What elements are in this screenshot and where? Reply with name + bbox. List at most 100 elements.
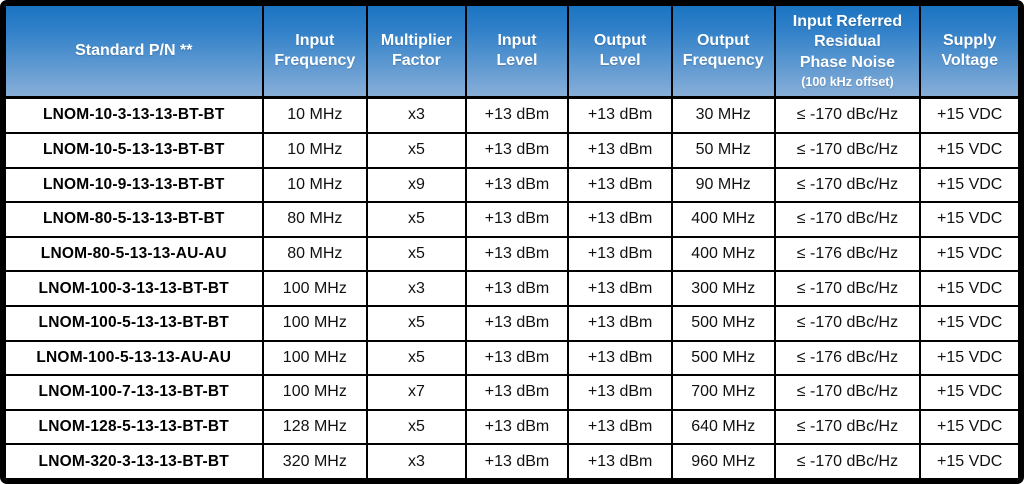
cell-output-level: +13 dBm	[567, 443, 673, 480]
col-header-standard-pn: Standard P/N **	[4, 4, 264, 99]
cell-multiplier-factor: x5	[366, 304, 467, 342]
cell-output-frequency: 700 MHz	[670, 374, 776, 411]
cell-standard-pn: LNOM-10-9-13-13-BT-BT	[4, 166, 264, 204]
cell-standard-pn: LNOM-80-5-13-13-AU-AU	[4, 235, 264, 273]
cell-standard-pn: LNOM-100-5-13-13-AU-AU	[4, 339, 264, 377]
cell-standard-pn: LNOM-80-5-13-13-BT-BT	[4, 201, 264, 238]
table-row: LNOM-10-5-13-13-BT-BT 10 MHz x5 +13 dBm +13 …	[4, 131, 1020, 169]
cell-input-level: +13 dBm	[464, 304, 570, 342]
col-header-output-frequency: Output Frequency	[670, 4, 776, 99]
cell-supply-voltage: +15 VDC	[919, 235, 1020, 273]
cell-input-frequency: 100 MHz	[261, 304, 369, 342]
header-label: Supply	[943, 31, 997, 49]
col-header-multiplier-factor: Multiplier Factor	[366, 4, 467, 99]
cell-standard-pn: LNOM-100-7-13-13-BT-BT	[4, 374, 264, 411]
cell-multiplier-factor: x7	[366, 374, 467, 411]
cell-standard-pn: LNOM-10-3-13-13-BT-BT	[4, 96, 264, 134]
cell-phase-noise: ≤ -176 dBc/Hz	[773, 235, 922, 273]
header-label: Factor	[391, 52, 441, 69]
cell-phase-noise: ≤ -170 dBc/Hz	[773, 443, 922, 480]
cell-input-frequency: 10 MHz	[261, 96, 369, 134]
cell-phase-noise: ≤ -170 dBc/Hz	[773, 131, 922, 169]
cell-output-frequency: 400 MHz	[670, 235, 776, 273]
cell-input-level: +13 dBm	[464, 339, 570, 377]
cell-input-frequency: 100 MHz	[261, 270, 369, 307]
table-row: LNOM-10-9-13-13-BT-BT 10 MHz x9 +13 dBm +13 …	[4, 166, 1020, 204]
cell-input-level: +13 dBm	[464, 374, 570, 411]
cell-input-level: +13 dBm	[464, 166, 570, 204]
table-row: LNOM-100-5-13-13-AU-AU 100 MHz x5 +13 dBm +1…	[4, 339, 1020, 377]
cell-output-level: +13 dBm	[567, 270, 673, 307]
header-label: Output	[593, 31, 647, 49]
cell-input-frequency: 100 MHz	[261, 374, 369, 411]
cell-multiplier-factor: x5	[366, 131, 467, 169]
table-row: LNOM-100-3-13-13-BT-BT 100 MHz x3 +13 dBm +1…	[4, 270, 1020, 307]
cell-output-frequency: 640 MHz	[670, 408, 776, 446]
cell-phase-noise: ≤ -170 dBc/Hz	[773, 270, 922, 307]
header-label: Standard P/N **	[75, 41, 193, 59]
col-header-input-level: Input Level	[464, 4, 570, 99]
cell-output-frequency: 50 MHz	[670, 131, 776, 169]
table-row: LNOM-80-5-13-13-AU-AU 80 MHz x5 +13 dBm +13 …	[4, 235, 1020, 273]
cell-supply-voltage: +15 VDC	[919, 131, 1020, 169]
header-sublabel: (100 kHz offset)	[801, 75, 894, 90]
cell-supply-voltage: +15 VDC	[919, 443, 1020, 480]
cell-output-level: +13 dBm	[567, 201, 673, 238]
spec-table-body: LNOM-10-3-13-13-BT-BT 10 MHz x3 +13 dBm +13 …	[4, 96, 1020, 480]
table-row: LNOM-100-7-13-13-BT-BT 100 MHz x7 +13 dBm +1…	[4, 374, 1020, 411]
cell-output-level: +13 dBm	[567, 374, 673, 411]
cell-standard-pn: LNOM-128-5-13-13-BT-BT	[4, 408, 264, 446]
cell-phase-noise: ≤ -170 dBc/Hz	[773, 96, 922, 134]
table-row: LNOM-128-5-13-13-BT-BT 128 MHz x5 +13 dBm +1…	[4, 408, 1020, 446]
cell-phase-noise: ≤ -176 dBc/Hz	[773, 339, 922, 377]
header-label: Input Referred	[792, 12, 903, 30]
cell-output-frequency: 500 MHz	[670, 339, 776, 377]
col-header-input-frequency: Input Frequency	[261, 4, 369, 99]
cell-input-frequency: 128 MHz	[261, 408, 369, 446]
cell-multiplier-factor: x5	[366, 339, 467, 377]
cell-input-level: +13 dBm	[464, 131, 570, 169]
cell-input-level: +13 dBm	[464, 270, 570, 307]
table-row: LNOM-10-3-13-13-BT-BT 10 MHz x3 +13 dBm +13 …	[4, 96, 1020, 134]
header-label: Residual	[814, 33, 881, 51]
spec-table: Standard P/N ** Input Frequency Multipli…	[4, 4, 1020, 480]
header-label: Multiplier	[380, 31, 452, 49]
cell-output-frequency: 400 MHz	[670, 201, 776, 238]
table-row: LNOM-320-3-13-13-BT-BT 320 MHz x3 +13 dBm +1…	[4, 443, 1020, 480]
cell-standard-pn: LNOM-100-3-13-13-BT-BT	[4, 270, 264, 307]
cell-multiplier-factor: x5	[366, 201, 467, 238]
header-label: Phase Noise	[799, 53, 895, 71]
cell-output-level: +13 dBm	[567, 235, 673, 273]
header-label: Frequency	[682, 52, 764, 69]
cell-multiplier-factor: x9	[366, 166, 467, 204]
cell-supply-voltage: +15 VDC	[919, 270, 1020, 307]
cell-input-frequency: 10 MHz	[261, 131, 369, 169]
cell-supply-voltage: +15 VDC	[919, 304, 1020, 342]
cell-multiplier-factor: x5	[366, 408, 467, 446]
cell-supply-voltage: +15 VDC	[919, 408, 1020, 446]
cell-input-frequency: 10 MHz	[261, 166, 369, 204]
header-label: Level	[496, 52, 538, 69]
header-label: Voltage	[941, 52, 998, 69]
cell-supply-voltage: +15 VDC	[919, 166, 1020, 204]
cell-output-level: +13 dBm	[567, 339, 673, 377]
cell-output-level: +13 dBm	[567, 304, 673, 342]
cell-input-frequency: 100 MHz	[261, 339, 369, 377]
cell-standard-pn: LNOM-10-5-13-13-BT-BT	[4, 131, 264, 169]
table-row: LNOM-80-5-13-13-BT-BT 80 MHz x5 +13 dBm +13 …	[4, 201, 1020, 238]
cell-input-level: +13 dBm	[464, 443, 570, 480]
cell-output-frequency: 90 MHz	[670, 166, 776, 204]
cell-standard-pn: LNOM-320-3-13-13-BT-BT	[4, 443, 264, 480]
header-label: Input	[295, 31, 335, 49]
cell-multiplier-factor: x3	[366, 96, 467, 134]
header-label: Output	[696, 31, 750, 49]
header-label: Frequency	[274, 52, 356, 69]
header-row: Standard P/N ** Input Frequency Multipli…	[4, 4, 1020, 99]
cell-output-level: +13 dBm	[567, 131, 673, 169]
cell-phase-noise: ≤ -170 dBc/Hz	[773, 304, 922, 342]
col-header-supply-voltage: Supply Voltage	[919, 4, 1020, 99]
cell-multiplier-factor: x3	[366, 443, 467, 480]
cell-output-level: +13 dBm	[567, 408, 673, 446]
cell-phase-noise: ≤ -170 dBc/Hz	[773, 166, 922, 204]
